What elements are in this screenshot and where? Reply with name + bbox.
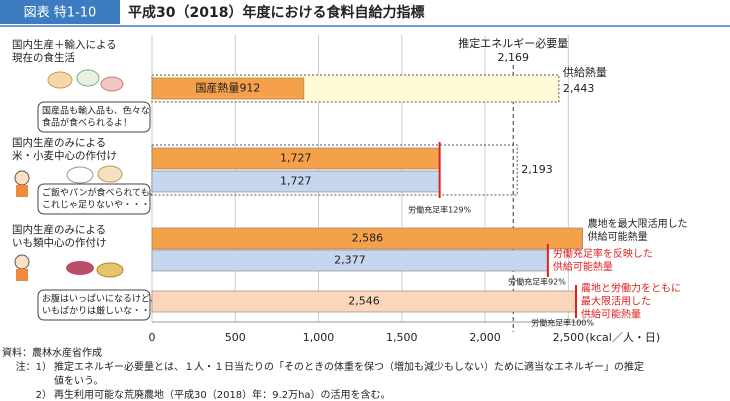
- bar-value: 1,727: [280, 175, 312, 188]
- bar-value: 912: [239, 82, 260, 95]
- person-icon: [14, 254, 30, 270]
- bar-name: 農地と労働力をともに: [581, 282, 681, 295]
- food-icon: [66, 261, 94, 275]
- x-tick-label: 1,500: [386, 331, 418, 344]
- bar-value: 1,727: [280, 152, 312, 165]
- x-tick-label: 2,500: [553, 331, 585, 344]
- person-icon: [16, 269, 28, 281]
- label-box: [0, 0, 120, 24]
- bar: [151, 77, 305, 100]
- scenario-label: 現在の食生活: [12, 51, 75, 64]
- x-tick-label: 1,000: [303, 331, 335, 344]
- person-icon: [16, 185, 28, 197]
- bar-name: 労働充足率を反映した: [553, 247, 653, 260]
- envelope-name: 供給熱量: [563, 65, 607, 79]
- bubble-text: これじゃ足りないや・・・: [42, 200, 150, 211]
- scenario-label: 国内生産＋輸入による: [12, 38, 117, 51]
- reference-value: 2,169: [497, 51, 529, 64]
- person-icon: [14, 170, 30, 186]
- note-mark: 2）: [36, 389, 52, 401]
- reference-label: 推定エネルギー必要量: [458, 36, 568, 50]
- bubble-text: いもばかりは厳しいな・・・: [42, 305, 159, 317]
- scenario-label: 米・小麦中心の作付け: [12, 149, 117, 162]
- labor-label: 労働充足率92%: [508, 277, 566, 287]
- note-mark: 注：1）: [16, 360, 52, 373]
- bar: [151, 227, 583, 250]
- source: 資料：農林水産省作成: [2, 346, 102, 359]
- labor-label: 労働充足率129%: [408, 205, 471, 215]
- bubble-text: ご飯やパンが食べられても、: [42, 187, 158, 199]
- scenario-label: 国内生産のみによる: [12, 136, 106, 149]
- bar-label: 国産熱量912: [195, 82, 260, 95]
- bar-name: 最大限活用した: [581, 295, 651, 308]
- x-unit: (kcal／人・日): [585, 331, 660, 344]
- bar-value: 2,546: [348, 295, 380, 308]
- note-text: 再生利用可能な荒廃農地（平成30（2018）年：9.2万ha）の活用を含む。: [54, 388, 391, 401]
- bar-name: 供給可能熱量: [581, 308, 641, 321]
- x-tick-label: 2,000: [469, 331, 501, 344]
- speech-bubble: [37, 183, 151, 215]
- bubble-text: お腹はいっぱいになるけど、: [42, 293, 159, 305]
- labor-label: 労働充足率100%: [531, 318, 594, 328]
- envelope-bar: [151, 144, 518, 196]
- bar-name: 供給可能熱量: [553, 260, 613, 273]
- scenario-label: 国内生産のみによる: [12, 223, 106, 236]
- bar-value: 2,586: [352, 232, 384, 245]
- note-text: 推定エネルギー必要量とは、１人・１日当たりの「そのときの体重を保つ（増加も減少も…: [54, 360, 644, 373]
- bar-value: 2,377: [334, 254, 366, 267]
- x-tick-label: 0: [149, 331, 156, 344]
- bubble-text: 食品が食べられるよ！: [42, 117, 132, 129]
- food-icon: [100, 76, 124, 92]
- food-icon: [76, 69, 100, 87]
- speech-bubble: [37, 101, 151, 133]
- icons: [14, 69, 124, 281]
- bar-name: 国産熱量: [195, 82, 239, 95]
- bar-name: 農地を最大限活用した: [588, 217, 688, 230]
- envelope-value: 2,193: [521, 163, 553, 176]
- food-icon: [96, 262, 124, 278]
- x-tick-label: 500: [225, 331, 246, 344]
- scenario-label: いも類中心の作付け: [12, 236, 107, 249]
- food-icon: [97, 165, 123, 183]
- speech-bubble: [37, 289, 151, 321]
- bubble-text: 国産品も輸入品も、色々な: [42, 105, 150, 117]
- food-icon: [66, 166, 94, 184]
- food-icon: [47, 71, 73, 89]
- note-text: 値をいう。: [54, 374, 103, 387]
- envelope-value: 2,443: [563, 82, 595, 95]
- bar-name: 供給可能熱量: [588, 230, 648, 243]
- figure-label: 図表 特1-10: [24, 6, 97, 21]
- chart-title: 平成30（2018）年度における食料自給力指標: [128, 4, 424, 21]
